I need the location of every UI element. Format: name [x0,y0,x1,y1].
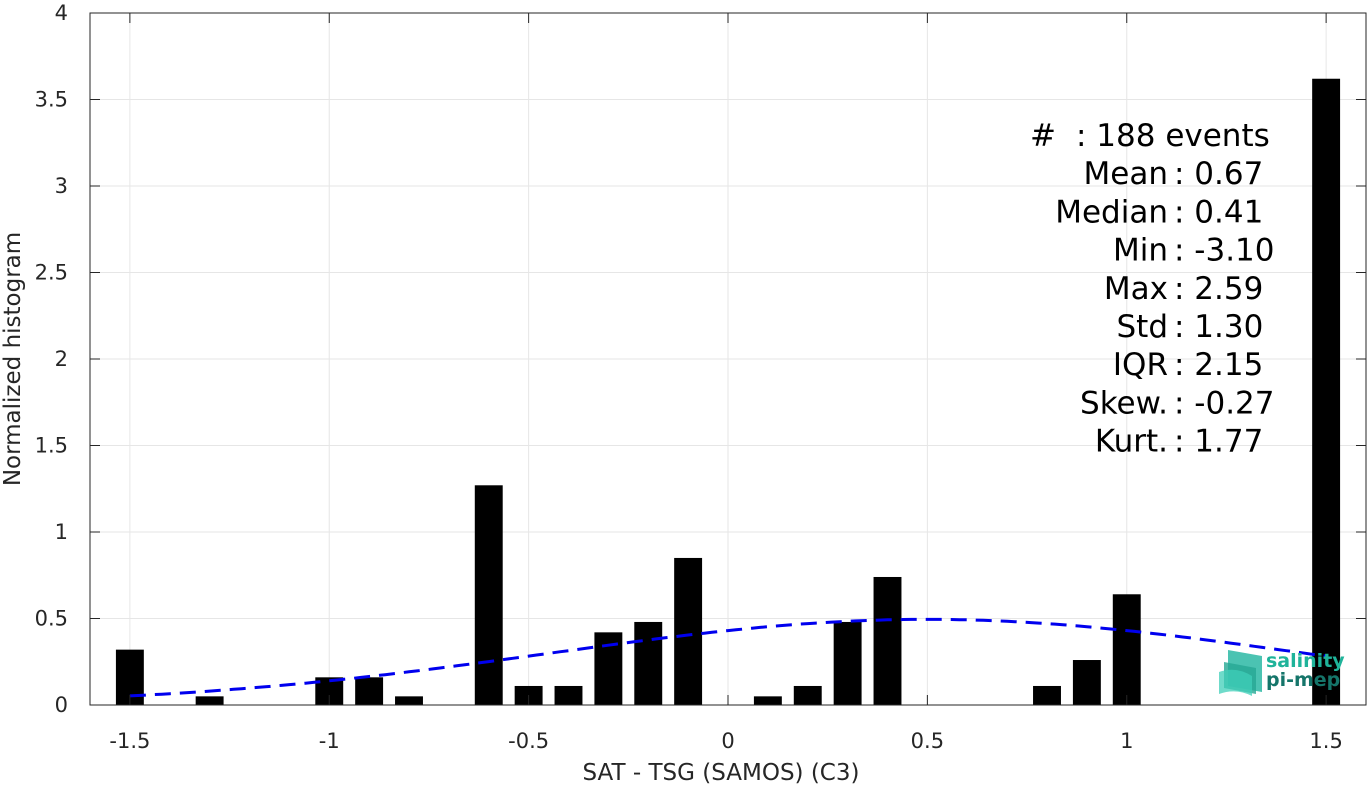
x-tick-label-0: -1.5 [109,729,150,753]
logo-text-pi-mep: pi-mep [1266,669,1340,691]
stat-value-1: : 0.67 [1174,156,1263,192]
stat-label-1: Mean [1084,156,1168,192]
stat-value-0: : 188 events [1076,118,1270,154]
y-tick-label-1: 0.5 [35,607,68,631]
logo-text-salinity: salinity [1266,650,1345,672]
histogram-bar-18 [1312,78,1341,706]
y-tick-label-7: 3.5 [35,88,68,112]
stat-value-5: : 1.30 [1174,309,1263,345]
stat-row-2: Median: 0.41 [1055,194,1263,230]
stat-label-7: Skew. [1080,385,1168,421]
x-tick-labels: -1.5 -1 -0.5 0 0.5 1 1.5 [109,729,1342,753]
x-axis-label: SAT - TSG (SAMOS) (C3) [583,760,860,785]
stat-row-3: Min: -3.10 [1113,233,1275,269]
stat-value-8: : 1.77 [1174,424,1263,460]
x-tick-label-2: -0.5 [508,729,549,753]
histogram-bar-7 [554,685,583,705]
stat-label-4: Max [1104,271,1168,307]
y-tick-label-8: 4 [55,1,68,25]
stat-row-5: Std: 1.30 [1116,309,1263,345]
histogram-bar-4 [395,696,423,705]
y-tick-label-2: 1 [55,520,68,544]
histogram-bar-5 [474,485,503,705]
stat-row-6: IQR: 2.15 [1113,347,1263,383]
histogram-bar-15 [1033,685,1061,705]
stat-value-7: : -0.27 [1174,385,1275,421]
y-tick-label-0: 0 [55,693,68,717]
histogram-bar-1 [195,696,224,705]
stat-label-0: # [1030,118,1056,154]
x-tick-label-5: 1 [1120,729,1133,753]
stat-value-4: : 2.59 [1174,271,1263,307]
histogram-bar-8 [594,632,623,705]
histogram-bar-11 [753,696,782,705]
histogram-bar-13 [833,621,862,705]
stat-row-0: # : 188 events [1030,118,1270,154]
stat-label-6: IQR [1113,347,1168,383]
histogram-bar-3 [355,677,384,705]
stat-row-4: Max: 2.59 [1104,271,1263,307]
histogram-bar-17 [1112,594,1141,705]
stat-label-8: Kurt. [1095,424,1168,460]
stat-value-6: : 2.15 [1174,347,1263,383]
histogram-bar-10 [674,557,703,705]
histogram-bar-14 [873,576,902,705]
x-tick-label-6: 1.5 [1309,729,1342,753]
x-tick-label-4: 0.5 [911,729,944,753]
y-tick-labels: 0 0.5 1 1.5 2 2.5 3 3.5 4 [35,1,68,717]
stat-label-3: Min [1113,233,1168,269]
stat-value-3: : -3.10 [1174,233,1275,269]
stat-row-7: Skew.: -0.27 [1080,385,1274,421]
wave-logo-icon [1219,650,1262,696]
histogram-bar-9 [634,621,663,705]
stat-label-5: Std [1116,309,1168,345]
stat-row-8: Kurt.: 1.77 [1095,424,1264,460]
y-axis-label: Normalized histogram [0,232,26,486]
stat-row-1: Mean: 0.67 [1084,156,1264,192]
x-tick-label-1: -1 [319,729,340,753]
histogram-bar-16 [1072,660,1101,705]
y-tick-label-4: 2 [55,347,68,371]
y-tick-label-6: 3 [55,174,68,198]
stat-value-2: : 0.41 [1174,194,1263,230]
gaussian-fit-curve [129,617,1327,698]
histogram-bar-12 [793,685,822,705]
histogram-bars [115,78,1341,706]
salinity-pi-mep-logo: salinity pi-mep [1219,650,1345,696]
stat-label-2: Median [1055,194,1168,230]
y-tick-label-5: 2.5 [35,261,68,285]
y-tick-label-3: 1.5 [35,434,68,458]
x-tick-label-3: 0 [721,729,734,753]
axis-ticks [90,12,1366,706]
